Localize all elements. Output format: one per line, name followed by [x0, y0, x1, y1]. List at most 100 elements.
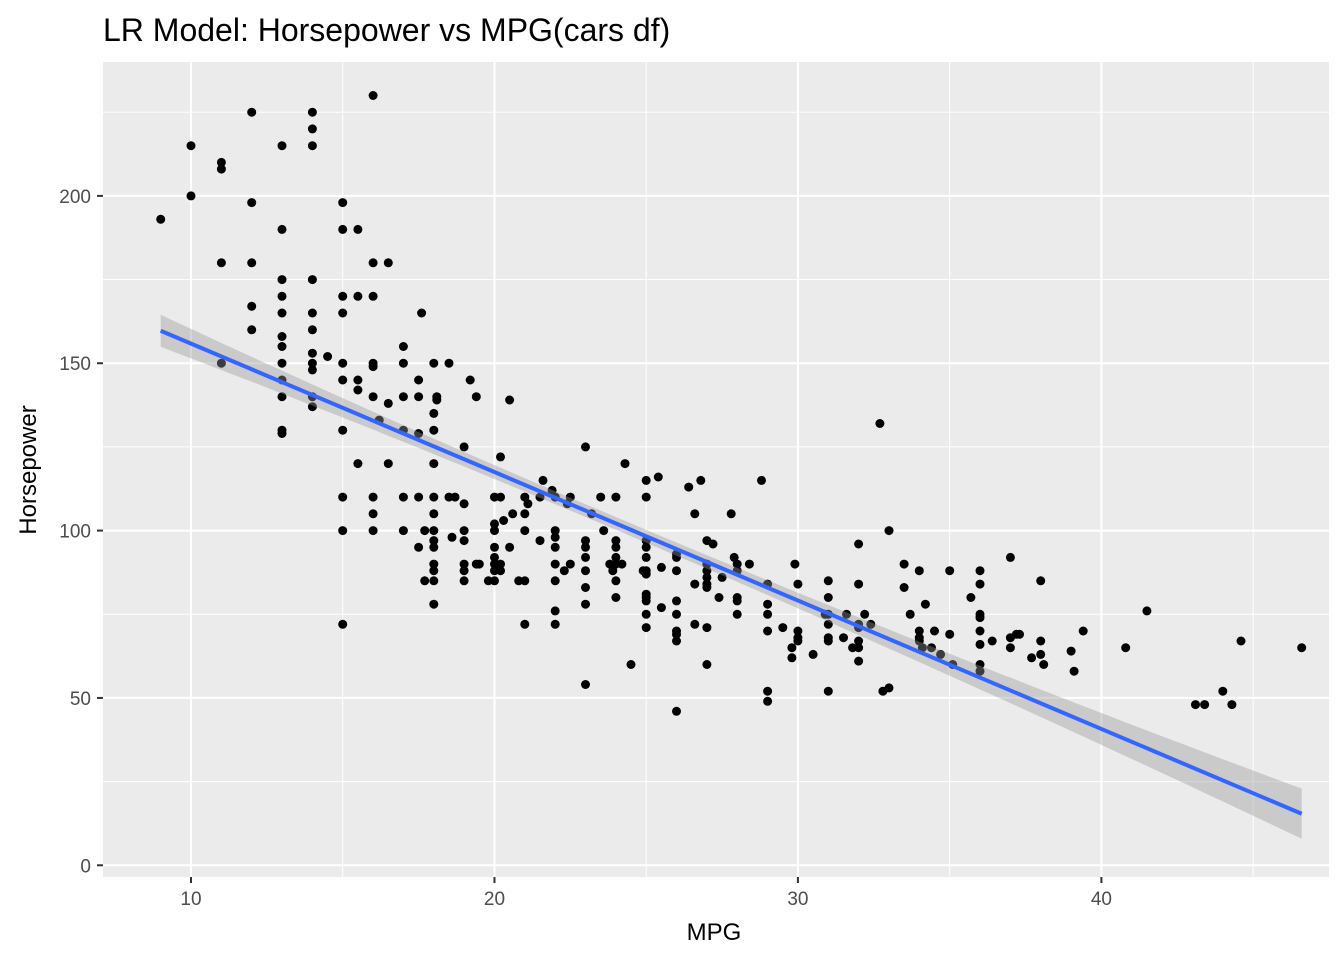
- data-point: [778, 623, 788, 633]
- data-point: [641, 492, 651, 502]
- data-point: [490, 576, 499, 586]
- data-point: [656, 603, 666, 613]
- data-point: [793, 579, 803, 589]
- data-point: [936, 649, 946, 659]
- data-point: [672, 596, 681, 606]
- data-point: [1121, 643, 1131, 653]
- data-point: [702, 660, 712, 669]
- data-point: [338, 358, 348, 368]
- data-point: [672, 609, 681, 619]
- data-point: [338, 492, 348, 502]
- data-point: [975, 613, 985, 623]
- data-point: [307, 358, 317, 368]
- data-point: [684, 482, 694, 492]
- data-point: [420, 576, 430, 586]
- regression-fit: [159, 314, 1303, 839]
- x-tick-label: 20: [484, 889, 505, 910]
- data-point: [708, 539, 718, 549]
- data-point: [702, 566, 712, 576]
- data-point: [520, 619, 530, 629]
- data-point: [520, 509, 530, 519]
- data-point: [599, 526, 609, 536]
- data-point: [854, 636, 864, 646]
- data-point: [899, 559, 909, 569]
- data-point: [1039, 660, 1049, 669]
- data-point: [641, 609, 651, 619]
- data-point: [490, 542, 499, 552]
- data-point: [247, 301, 257, 311]
- data-point: [823, 593, 833, 602]
- data-point: [429, 599, 439, 609]
- data-point: [307, 275, 317, 285]
- data-point: [1015, 629, 1024, 639]
- data-point: [611, 536, 621, 546]
- plot-panel: [103, 62, 1329, 877]
- data-point: [496, 492, 505, 502]
- data-point: [398, 342, 408, 351]
- data-point: [496, 452, 505, 462]
- data-point: [763, 626, 773, 636]
- data-point: [307, 141, 317, 151]
- data-point: [459, 576, 469, 586]
- data-point: [459, 566, 469, 576]
- data-point: [499, 516, 509, 525]
- data-point: [581, 542, 590, 552]
- data-point: [186, 191, 196, 201]
- data-point: [505, 395, 515, 405]
- data-point: [763, 599, 773, 609]
- data-point: [505, 542, 515, 552]
- data-point: [790, 559, 800, 569]
- regression-line: [159, 328, 1303, 816]
- data-point: [717, 572, 727, 582]
- data-point: [523, 499, 533, 509]
- data-point: [696, 475, 706, 485]
- data-point: [1236, 636, 1246, 646]
- data-point: [520, 492, 530, 502]
- data-point: [899, 583, 909, 592]
- data-point: [726, 509, 736, 519]
- data-point: [690, 509, 700, 519]
- data-point: [216, 358, 226, 368]
- data-point: [307, 348, 317, 358]
- data-point: [277, 392, 287, 402]
- data-point: [1036, 649, 1046, 659]
- data-point: [216, 258, 226, 268]
- y-tick-label: 50: [70, 689, 91, 710]
- data-point: [884, 683, 894, 693]
- data-point: [975, 566, 985, 576]
- data-point: [854, 656, 864, 666]
- data-point: [429, 358, 439, 368]
- data-point: [1036, 636, 1046, 646]
- data-point: [535, 536, 545, 546]
- data-point: [875, 419, 885, 428]
- data-point: [641, 623, 651, 633]
- data-point: [702, 583, 712, 592]
- data-point: [156, 214, 166, 224]
- data-point: [277, 342, 287, 351]
- data-point: [975, 666, 985, 676]
- data-point: [247, 107, 257, 117]
- data-point: [641, 596, 651, 606]
- data-point: [744, 559, 754, 569]
- data-point: [459, 442, 469, 452]
- data-point: [307, 124, 317, 134]
- data-point: [508, 509, 518, 519]
- y-tick-label: 150: [59, 354, 91, 375]
- data-point: [620, 459, 630, 469]
- data-point: [611, 542, 621, 552]
- data-point: [368, 526, 378, 536]
- data-point: [186, 141, 196, 151]
- data-point: [672, 636, 681, 646]
- data-point: [383, 398, 393, 408]
- data-point: [823, 636, 833, 646]
- data-point: [581, 442, 590, 452]
- data-point: [787, 653, 797, 663]
- data-point: [975, 579, 985, 589]
- data-point: [975, 639, 985, 649]
- data-point: [732, 559, 742, 569]
- data-point: [914, 636, 924, 646]
- data-point: [1297, 643, 1307, 653]
- data-point: [414, 542, 424, 552]
- data-point: [547, 485, 557, 495]
- data-point: [429, 408, 439, 418]
